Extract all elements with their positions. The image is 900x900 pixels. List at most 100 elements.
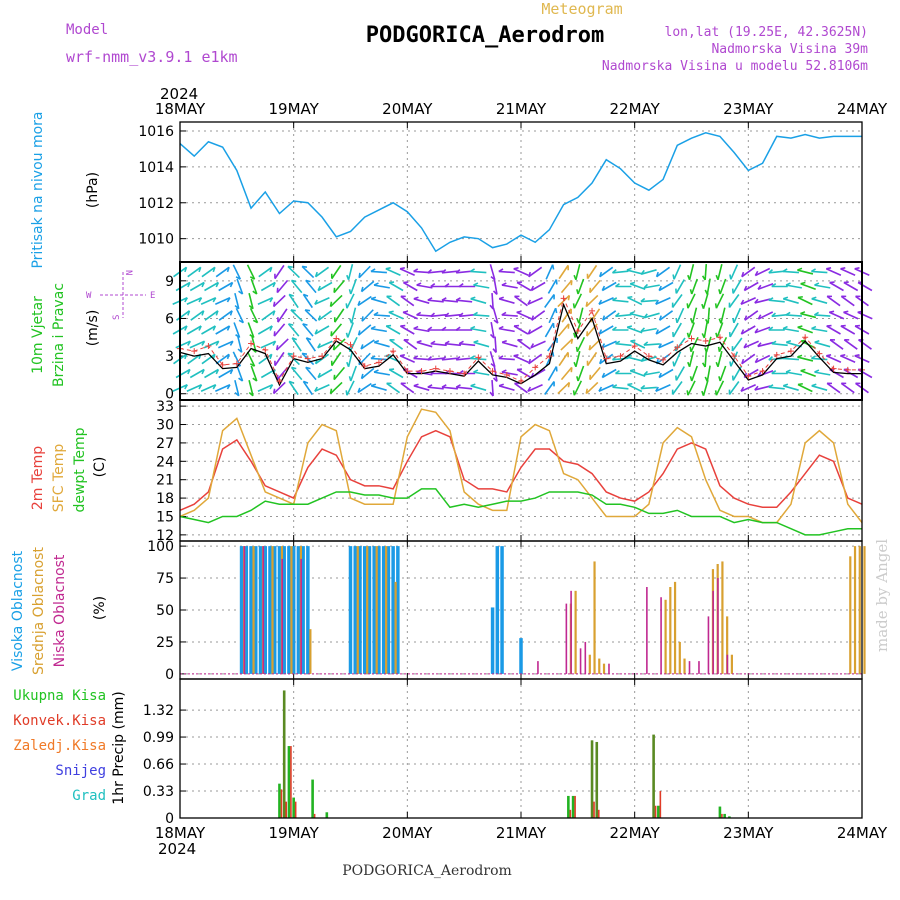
wind-arrow	[200, 384, 217, 392]
cloud-bar	[570, 590, 572, 674]
wind-arrow	[346, 380, 355, 396]
wind-arrow-head	[567, 295, 571, 301]
wind-arrow-head	[686, 303, 689, 309]
wind-arrow	[399, 355, 415, 363]
wind-arrow	[498, 385, 515, 391]
wind-arrow-head	[672, 361, 675, 367]
wind-arrow	[175, 281, 191, 292]
wind-arrow-head	[573, 332, 576, 338]
precip-bar	[285, 801, 287, 818]
wind-arrow	[530, 281, 546, 292]
gust-point	[248, 340, 255, 347]
wind-arrow-head	[614, 283, 620, 288]
wind-arrow	[330, 323, 343, 337]
elevation-text: Nadmorska Visina 39m	[711, 42, 868, 57]
wind-unit: (m/s)	[85, 310, 101, 347]
x-label-bottom: 22MAY	[610, 824, 661, 842]
cloud-bar	[396, 546, 400, 674]
wind-arrow	[715, 293, 725, 309]
wind-arrow	[331, 351, 342, 367]
wind-arrow-head	[201, 310, 205, 316]
wind-arrow-head	[768, 269, 774, 274]
wind-arrow	[528, 353, 543, 365]
cloud-bar	[381, 546, 386, 674]
precip-bar	[574, 795, 576, 818]
wind-arrow-head	[229, 369, 234, 375]
wind-arrow	[258, 353, 273, 365]
wind-arrow	[186, 325, 202, 335]
precip-bar	[569, 809, 572, 818]
model-value: wrf-nmm_v3.9.1 e1km	[66, 48, 238, 66]
wind-arrow	[400, 295, 415, 307]
wind-arrow	[548, 307, 557, 324]
wind-arrow	[676, 307, 685, 324]
wind-arrow	[403, 339, 418, 350]
wind-arrow	[200, 297, 217, 305]
wind-arrow-head	[718, 318, 722, 324]
wind-arrow	[260, 281, 276, 292]
wind-arrow-head	[473, 339, 479, 344]
wind-arrow-head	[212, 267, 216, 273]
wind-arrow	[257, 325, 273, 335]
wind-arrow-head	[530, 285, 535, 291]
wind-arrow-head	[444, 340, 450, 345]
wind-arrow-head	[373, 282, 379, 286]
cloud-bar	[353, 546, 357, 674]
wind-arrow-head	[498, 268, 504, 273]
wind-arrow-head	[238, 377, 244, 382]
wind-arrow-head	[187, 282, 191, 288]
wind-arrow	[783, 298, 799, 304]
gust-point	[219, 361, 226, 368]
wind-arrow	[626, 356, 643, 362]
wind-arrow	[494, 336, 497, 353]
wind-arrow-head	[811, 383, 817, 387]
wind-arrow	[258, 266, 273, 278]
wind-arrow-head	[272, 282, 276, 288]
wind-arrow	[498, 270, 515, 274]
wind-arrow-head	[630, 339, 636, 342]
wind-arrow-head	[441, 384, 447, 388]
footer-station: PODGORICA_Aerodrom	[342, 863, 512, 879]
cloud-bar	[272, 546, 277, 674]
x-label-top: 18MAY	[155, 100, 206, 118]
gust-point	[518, 378, 524, 385]
wind-arrow-head	[658, 372, 662, 378]
wind-arrow-head	[516, 310, 522, 314]
wind-arrow	[189, 281, 205, 292]
wind-arrow-head	[718, 376, 721, 382]
wind-arrow	[643, 312, 660, 319]
gust-point	[731, 353, 738, 360]
wind-arrow	[530, 340, 546, 349]
wind-arrow	[201, 325, 216, 335]
wind-arrow	[317, 368, 333, 379]
wind-arrow	[218, 281, 233, 292]
temperature-ytick-label: 15	[156, 509, 174, 525]
wind-arrow	[814, 284, 831, 289]
wind-arrow-head	[643, 370, 649, 376]
cloud-bar	[602, 663, 606, 674]
wind-arrow-head	[811, 325, 817, 330]
wind-arrow	[840, 355, 856, 363]
wind-arrow-head	[701, 303, 705, 309]
wind-arrow-head	[416, 282, 422, 286]
wind-arrow-head	[732, 317, 735, 323]
wind-arrow-head	[629, 311, 635, 315]
wind-arrow	[825, 355, 842, 363]
temp-ylabel-3: dewpt Temp	[72, 427, 88, 512]
precip-ylabel: 1hr Precip (mm)	[111, 691, 127, 804]
wind-arrow-head	[768, 356, 774, 361]
wind-arrow-head	[229, 310, 233, 316]
wind-arrow	[470, 327, 487, 333]
wind-arrow-head	[215, 369, 220, 375]
wind-arrow	[332, 338, 346, 351]
precip-bar	[292, 797, 295, 818]
temp-unit: (C)	[92, 457, 108, 478]
wind-arrow-head	[627, 382, 633, 386]
wind-arrow	[719, 365, 727, 382]
wind-arrow-head	[744, 315, 748, 321]
wind-arrow	[840, 382, 855, 394]
cloud-bar	[394, 581, 397, 674]
wind-arrow-head	[782, 325, 788, 330]
cloud-bar	[263, 546, 267, 674]
wind-arrow	[687, 380, 696, 396]
